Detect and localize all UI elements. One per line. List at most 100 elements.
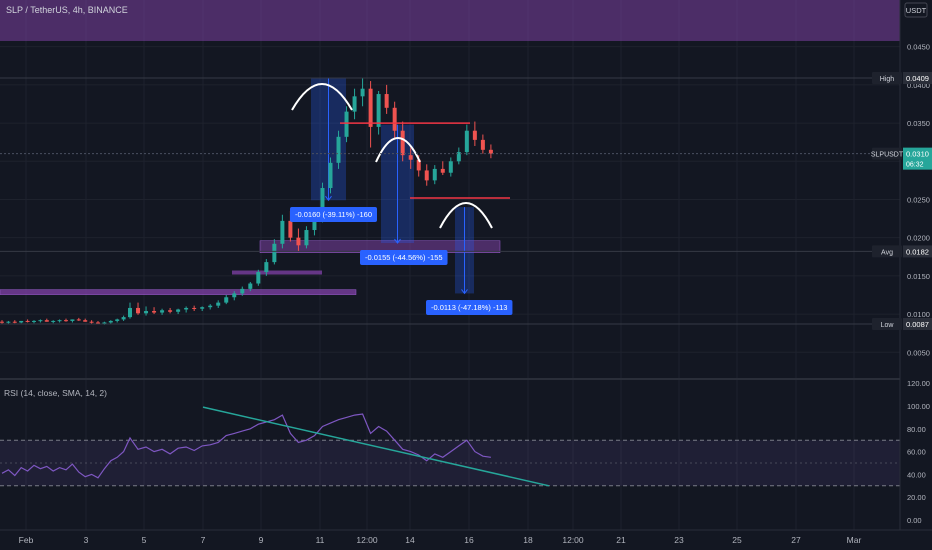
candle-body[interactable] [344, 111, 349, 137]
top-supply-zone[interactable] [0, 0, 900, 41]
candle-body[interactable] [272, 243, 277, 263]
time-tick-label: 18 [523, 535, 533, 545]
measure-label-3[interactable]: -0.0113 (-47.18%) -113 [426, 300, 513, 315]
candle-body[interactable] [488, 149, 493, 154]
candle-body[interactable] [304, 230, 309, 246]
candle-body[interactable] [456, 152, 461, 162]
rsi-tick-label: 20.00 [907, 493, 926, 502]
candle-body[interactable] [0, 321, 4, 323]
candle-body[interactable] [432, 168, 437, 181]
time-tick-label: Feb [19, 535, 34, 545]
head-arc[interactable] [291, 83, 353, 111]
time-tick-label: 23 [674, 535, 684, 545]
candle-body[interactable] [128, 307, 132, 318]
time-tick-label: 5 [142, 535, 147, 545]
candle-body[interactable] [328, 162, 333, 189]
price-tag-value: 0.0087 [906, 320, 929, 329]
candle-body[interactable] [312, 218, 317, 231]
demand-zone-low[interactable] [0, 289, 357, 295]
price-tick-label: 0.0200 [907, 234, 930, 243]
candle-body[interactable] [320, 188, 325, 219]
candle-body[interactable] [384, 94, 389, 108]
rsi-line[interactable] [1, 413, 491, 479]
candle-body[interactable] [136, 307, 141, 314]
candle-body[interactable] [89, 321, 94, 323]
candle-body[interactable] [76, 319, 81, 321]
candle-body[interactable] [96, 322, 100, 324]
candle-body[interactable] [12, 321, 17, 323]
candle-body[interactable] [472, 130, 477, 140]
price-axis[interactable]: 0.04500.04000.03500.03000.02500.02000.01… [907, 43, 930, 358]
price-tag-name: Avg [881, 249, 893, 256]
candle-body[interactable] [19, 320, 24, 323]
candle-body[interactable] [352, 96, 357, 112]
demand-zone-mid[interactable] [232, 270, 322, 275]
price-tag-value-bg [903, 318, 932, 330]
candle-body[interactable] [280, 220, 285, 244]
candle-body[interactable] [464, 130, 469, 153]
candle-body[interactable] [64, 320, 68, 322]
candle-body[interactable] [32, 320, 36, 322]
candle-body[interactable] [408, 155, 413, 160]
candle-body[interactable] [51, 320, 56, 322]
candle-body[interactable] [480, 139, 485, 150]
candle-body[interactable] [448, 161, 453, 173]
candle-body[interactable] [288, 220, 293, 238]
candle-body[interactable] [152, 311, 157, 313]
candle-body[interactable] [57, 320, 62, 322]
candle-body[interactable] [160, 310, 165, 313]
price-tag-value: 0.0409 [906, 74, 929, 83]
candle-body[interactable] [240, 288, 245, 294]
price-tick-label: 0.0450 [907, 43, 930, 52]
candle-body[interactable] [232, 293, 237, 298]
candle-body[interactable] [102, 322, 107, 324]
candle-body[interactable] [44, 320, 49, 322]
time-tick-label: 16 [464, 535, 474, 545]
time-axis[interactable]: Feb 3 5 7 9 11 12:00 14 16 18 12:00 21 23 25 27 Mar [19, 535, 862, 545]
rsi-title[interactable]: RSI (14, close, SMA, 14, 2) [4, 388, 107, 398]
rsi-trendline[interactable] [202, 406, 550, 487]
candle-body[interactable] [360, 88, 365, 97]
candle-body[interactable] [368, 88, 373, 127]
candle-body[interactable] [108, 320, 113, 323]
rsi-tick-label: 60.00 [907, 448, 926, 457]
symbol-title[interactable]: SLP / TetherUS, 4h, BINANCE [6, 5, 128, 15]
candle-body[interactable] [115, 319, 120, 321]
candle-body[interactable] [168, 310, 173, 312]
measure-label-2[interactable]: -0.0155 (-44.56%) -155 [360, 250, 448, 265]
candle-body[interactable] [144, 311, 149, 314]
candle-body[interactable] [176, 309, 181, 312]
candle-body[interactable] [6, 321, 11, 323]
price-tag-value: 0.0182 [906, 247, 929, 256]
candle-body[interactable] [192, 307, 197, 309]
candle-body[interactable] [440, 168, 445, 173]
candle-body[interactable] [184, 307, 189, 310]
currency-button-label: USDT [906, 6, 927, 15]
measure-label-1[interactable]: -0.0160 (-39.11%) -160 [290, 207, 377, 222]
rsi-axis[interactable]: 120.00 100.00 80.00 60.00 40.00 20.00 0.00 [907, 379, 930, 525]
candle-body[interactable] [224, 297, 229, 303]
candle-body[interactable] [200, 307, 205, 309]
candle-body[interactable] [256, 272, 261, 284]
candle-body[interactable] [400, 130, 405, 156]
candle-body[interactable] [216, 302, 221, 306]
projection-arc[interactable] [439, 202, 493, 229]
candle-body[interactable] [38, 320, 43, 322]
candle-body[interactable] [208, 305, 213, 308]
candle-body[interactable] [376, 94, 381, 127]
candle-body[interactable] [83, 320, 88, 322]
currency-button[interactable]: USDT [904, 2, 928, 18]
candle-body[interactable] [121, 317, 126, 320]
candle-body[interactable] [424, 170, 429, 181]
candle-body[interactable] [70, 319, 75, 321]
candle-body[interactable] [392, 107, 397, 131]
candle-body[interactable] [296, 237, 301, 246]
candle-body[interactable] [264, 262, 269, 273]
candle-body[interactable] [416, 159, 421, 171]
candle-body[interactable] [248, 283, 253, 289]
candle-body[interactable] [25, 320, 30, 322]
rsi-tick-label: 40.00 [907, 470, 926, 479]
price-tick-label: 0.0250 [907, 195, 930, 204]
candle-body[interactable] [336, 136, 341, 163]
rsi-tick-label: 0.00 [907, 516, 922, 525]
